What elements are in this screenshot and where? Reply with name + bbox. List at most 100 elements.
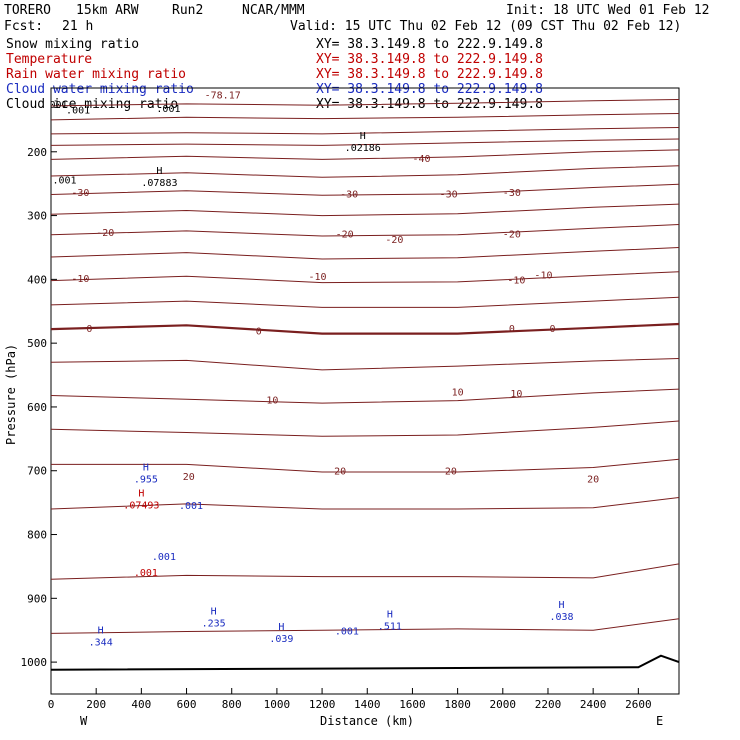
mixing-ratio-label-cloud-ice-mixing-ratio: .001 [53, 176, 77, 187]
isotherm-label: 10 [510, 389, 522, 400]
isotherm-minus-40 [51, 149, 679, 160]
y-tick-label: 200 [27, 146, 47, 159]
isotherm-minus-25 [51, 203, 679, 217]
extremum-marker-cloud-ice-mixing-ratio: H [360, 131, 366, 142]
isotherm-label: -30 [503, 188, 521, 199]
extremum-value-cloud-water-mixing-ratio: .235 [202, 618, 226, 629]
legend-xy-rain: XY= 38.3.149.8 to 222.9.149.8 [316, 67, 543, 82]
extremum-value-cloud-water-mixing-ratio: .955 [134, 475, 158, 486]
isotherm-minus-50 [51, 127, 679, 135]
x-tick-label: 600 [177, 698, 197, 711]
forecast-label: Fcst: [4, 19, 43, 34]
isotherm-minus-10 [51, 271, 679, 284]
isotherm-35 [51, 618, 679, 634]
x-tick-label: 400 [131, 698, 151, 711]
extremum-marker-cloud-water-mixing-ratio: H [98, 625, 104, 636]
isotherm-label: 20 [183, 472, 195, 483]
figure-header: TORERO 15km ARW Run2 NCAR/MMM Init: 18 U… [4, 3, 710, 34]
isotherm-0 [51, 322, 679, 335]
isotherm-label: 20 [587, 474, 599, 485]
isotherm-15 [51, 420, 679, 437]
field-legend: Snow mixing ratio XY= 38.3.149.8 to 222.… [6, 37, 543, 112]
mixing-ratio-label-snow-mixing-ratio: .001 [66, 106, 90, 117]
x-axis-west-label: W [80, 714, 88, 728]
x-tick-label: 1200 [309, 698, 336, 711]
init-time: Init: 18 UTC Wed 01 Feb 12 [506, 3, 710, 18]
x-tick-label: 1600 [399, 698, 426, 711]
model-name: TORERO [4, 3, 51, 18]
legend-name-snow: Snow mixing ratio [6, 37, 139, 52]
mixing-ratio-label-cloud-water-mixing-ratio: .001 [335, 627, 359, 638]
model-resolution: 15km ARW [76, 3, 139, 18]
legend-name-cloud-ice: Cloud ice mixing ratio [6, 97, 178, 112]
isotherm-label: -30 [340, 189, 358, 200]
x-axis-east-label: E [656, 714, 663, 728]
x-tick-label: 800 [222, 698, 242, 711]
isotherm-label: -20 [336, 229, 354, 240]
isotherm-label: -20 [503, 229, 521, 240]
isotherm-label: -10 [309, 272, 327, 283]
isotherm-minus-60 [51, 113, 679, 121]
isotherm-30 [51, 563, 679, 580]
isotherm-label: 10 [452, 388, 464, 399]
isotherm-label: -30 [71, 188, 89, 199]
x-tick-label: 2600 [625, 698, 652, 711]
center-label: NCAR/MMM [242, 3, 305, 18]
isotherm-25 [51, 497, 679, 510]
extremum-marker-cloud-water-mixing-ratio: H [387, 609, 393, 620]
extremum-value-cloud-ice-mixing-ratio: .02186 [345, 143, 381, 154]
x-tick-label: 1800 [444, 698, 471, 711]
mixing-ratio-label-snow-mixing-ratio: .001 [43, 100, 67, 111]
x-tick-label: 2000 [490, 698, 517, 711]
isotherm-minus-5 [51, 296, 679, 308]
x-tick-label: 2400 [580, 698, 607, 711]
isotherm-10 [51, 388, 679, 404]
legend-xy-snow: XY= 38.3.149.8 to 222.9.149.8 [316, 37, 543, 52]
mixing-ratio-label-cloud-ice-mixing-ratio: .001 [156, 104, 180, 115]
legend-name-rain: Rain water mixing ratio [6, 67, 186, 82]
isotherm-label: 0 [256, 326, 262, 337]
isotherm-label: -30 [440, 189, 458, 200]
isotherm-minus-45 [51, 138, 679, 146]
extremum-marker-cloud-water-mixing-ratio: H [559, 600, 565, 611]
x-tick-label: 1000 [264, 698, 291, 711]
isotherm-label: -78.17 [205, 90, 241, 101]
extremum-marker-rain-water-mixing-ratio: H [138, 488, 144, 499]
isotherm-label: 0 [549, 324, 555, 335]
extremum-value-cloud-water-mixing-ratio: .511 [378, 621, 402, 632]
extremum-marker-cloud-water-mixing-ratio: H [278, 622, 284, 633]
mixing-ratio-label-cloud-water-mixing-ratio: .001 [179, 501, 203, 512]
extremum-value-cloud-water-mixing-ratio: .039 [269, 634, 293, 645]
y-tick-label: 600 [27, 401, 47, 414]
y-tick-label: 800 [27, 529, 47, 542]
isotherm-label: 0 [86, 324, 92, 335]
x-tick-label: 1400 [354, 698, 381, 711]
contour-layer: -78.17-40-30 -30 -30 -30-20 -20-20-20-10 -10-… [43, 90, 679, 671]
y-tick-label: 500 [27, 337, 47, 350]
extremum-value-rain-water-mixing-ratio: .07493 [123, 500, 159, 511]
axis-ticks: 0 200 400 600 800 1000 1200 1400 1600 1800 2000 220… [21, 146, 652, 711]
isotherm-label: -20 [96, 228, 114, 239]
legend-name-temperature: Temperature [6, 52, 92, 67]
terrain-surface-line [51, 654, 679, 671]
y-axis-title: Pressure (hPa) [4, 344, 18, 445]
y-tick-label: 700 [27, 465, 47, 478]
legend-xy-cloud-ice: XY= 38.3.149.8 to 222.9.149.8 [316, 97, 543, 112]
isotherm-5 [51, 358, 679, 371]
extremum-marker-cloud-water-mixing-ratio: H [143, 463, 149, 474]
x-tick-label: 2200 [535, 698, 562, 711]
y-tick-label: 400 [27, 273, 47, 286]
extremum-marker-cloud-ice-mixing-ratio: H [156, 166, 162, 177]
isotherm-label: -10 [534, 270, 552, 281]
isotherm-label: -10 [507, 275, 525, 286]
isotherm-label: 20 [334, 467, 346, 478]
x-tick-label: 0 [48, 698, 55, 711]
extremum-value-cloud-ice-mixing-ratio: .07883 [141, 178, 177, 189]
mixing-ratio-label-cloud-water-mixing-ratio: .001 [152, 552, 176, 563]
isotherm-label: -20 [385, 235, 403, 246]
legend-xy-cloud-water: XY= 38.3.149.8 to 222.9.149.8 [316, 82, 543, 97]
isotherm-label: -10 [71, 274, 89, 285]
isotherm-minus-20 [51, 224, 679, 237]
run-label: Run2 [172, 3, 203, 18]
